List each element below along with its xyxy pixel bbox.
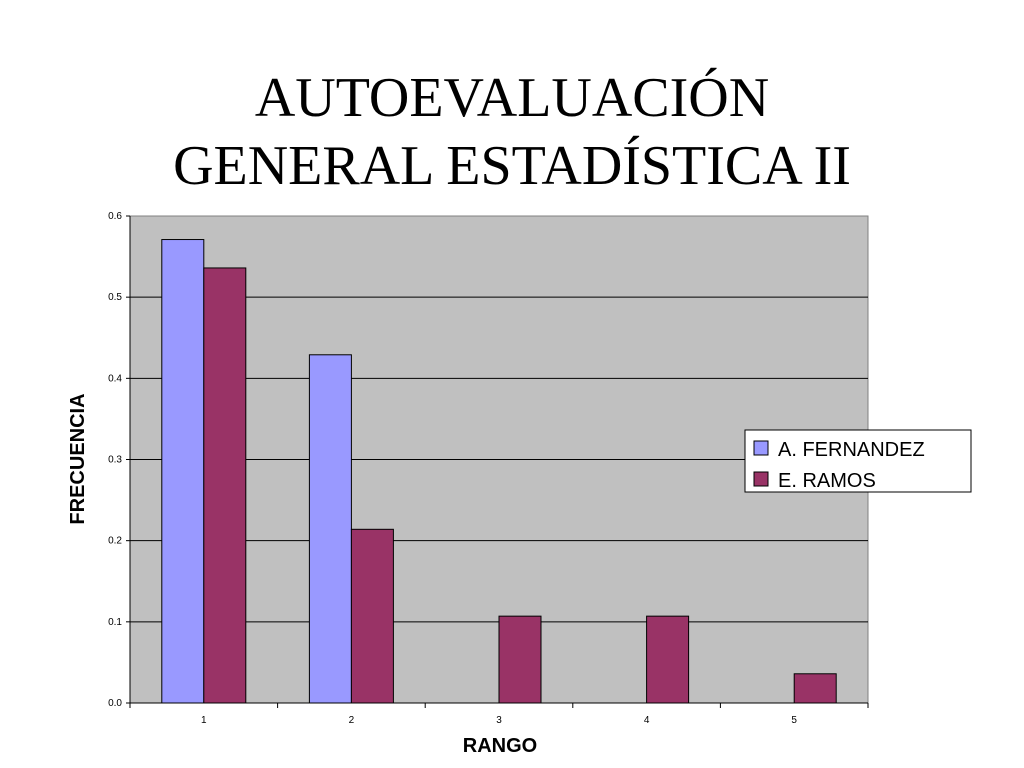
legend-box (744, 429, 972, 493)
bar-e-ramos-1 (203, 267, 247, 704)
x-tick-label: 4 (644, 715, 650, 726)
x-tick-label: 3 (496, 715, 502, 726)
legend-label-a-fernandez: A. FERNANDEZ (778, 439, 925, 461)
y-tick-label: 0.3 (108, 455, 122, 466)
y-tick-label: 0.1 (108, 617, 122, 628)
legend-swatch-a-fernandez (753, 440, 769, 456)
y-axis-label: FRECUENCIA (67, 393, 89, 524)
y-tick-label: 0.6 (108, 211, 122, 222)
bars (161, 239, 837, 704)
bar-e-ramos-4 (646, 615, 690, 704)
slide-title-line-2: GENERAL ESTADÍSTICA II (173, 135, 851, 197)
x-tick-label: 5 (791, 715, 797, 726)
bar-a-fernandez-2 (308, 354, 352, 704)
bar-a-fernandez-1 (161, 239, 205, 704)
x-axis: 1 2 3 4 5 (129, 702, 869, 726)
legend-label-e-ramos: E. RAMOS (778, 470, 876, 492)
legend: A. FERNANDEZ E. RAMOS (744, 429, 972, 493)
y-axis: 0.0 0.1 0.2 0.3 0.4 0.5 0.6 (108, 211, 131, 709)
y-tick-label: 0.2 (108, 536, 122, 547)
x-tick-label: 1 (201, 715, 207, 726)
y-tick-label: 0.4 (108, 373, 122, 384)
y-tick-label: 0.0 (108, 698, 122, 709)
x-tick-label: 2 (349, 715, 355, 726)
bar-e-ramos-5 (793, 673, 837, 704)
legend-swatch-e-ramos (753, 471, 769, 487)
x-axis-label: RANGO (463, 735, 537, 757)
bar-e-ramos-3 (498, 615, 542, 704)
slide-title: AUTOEVALUACIÓN GENERAL ESTADÍSTICA II (0, 64, 1024, 200)
bar-e-ramos-2 (350, 528, 394, 704)
y-tick-label: 0.5 (108, 292, 122, 303)
slide-title-line-1: AUTOEVALUACIÓN (254, 67, 770, 129)
